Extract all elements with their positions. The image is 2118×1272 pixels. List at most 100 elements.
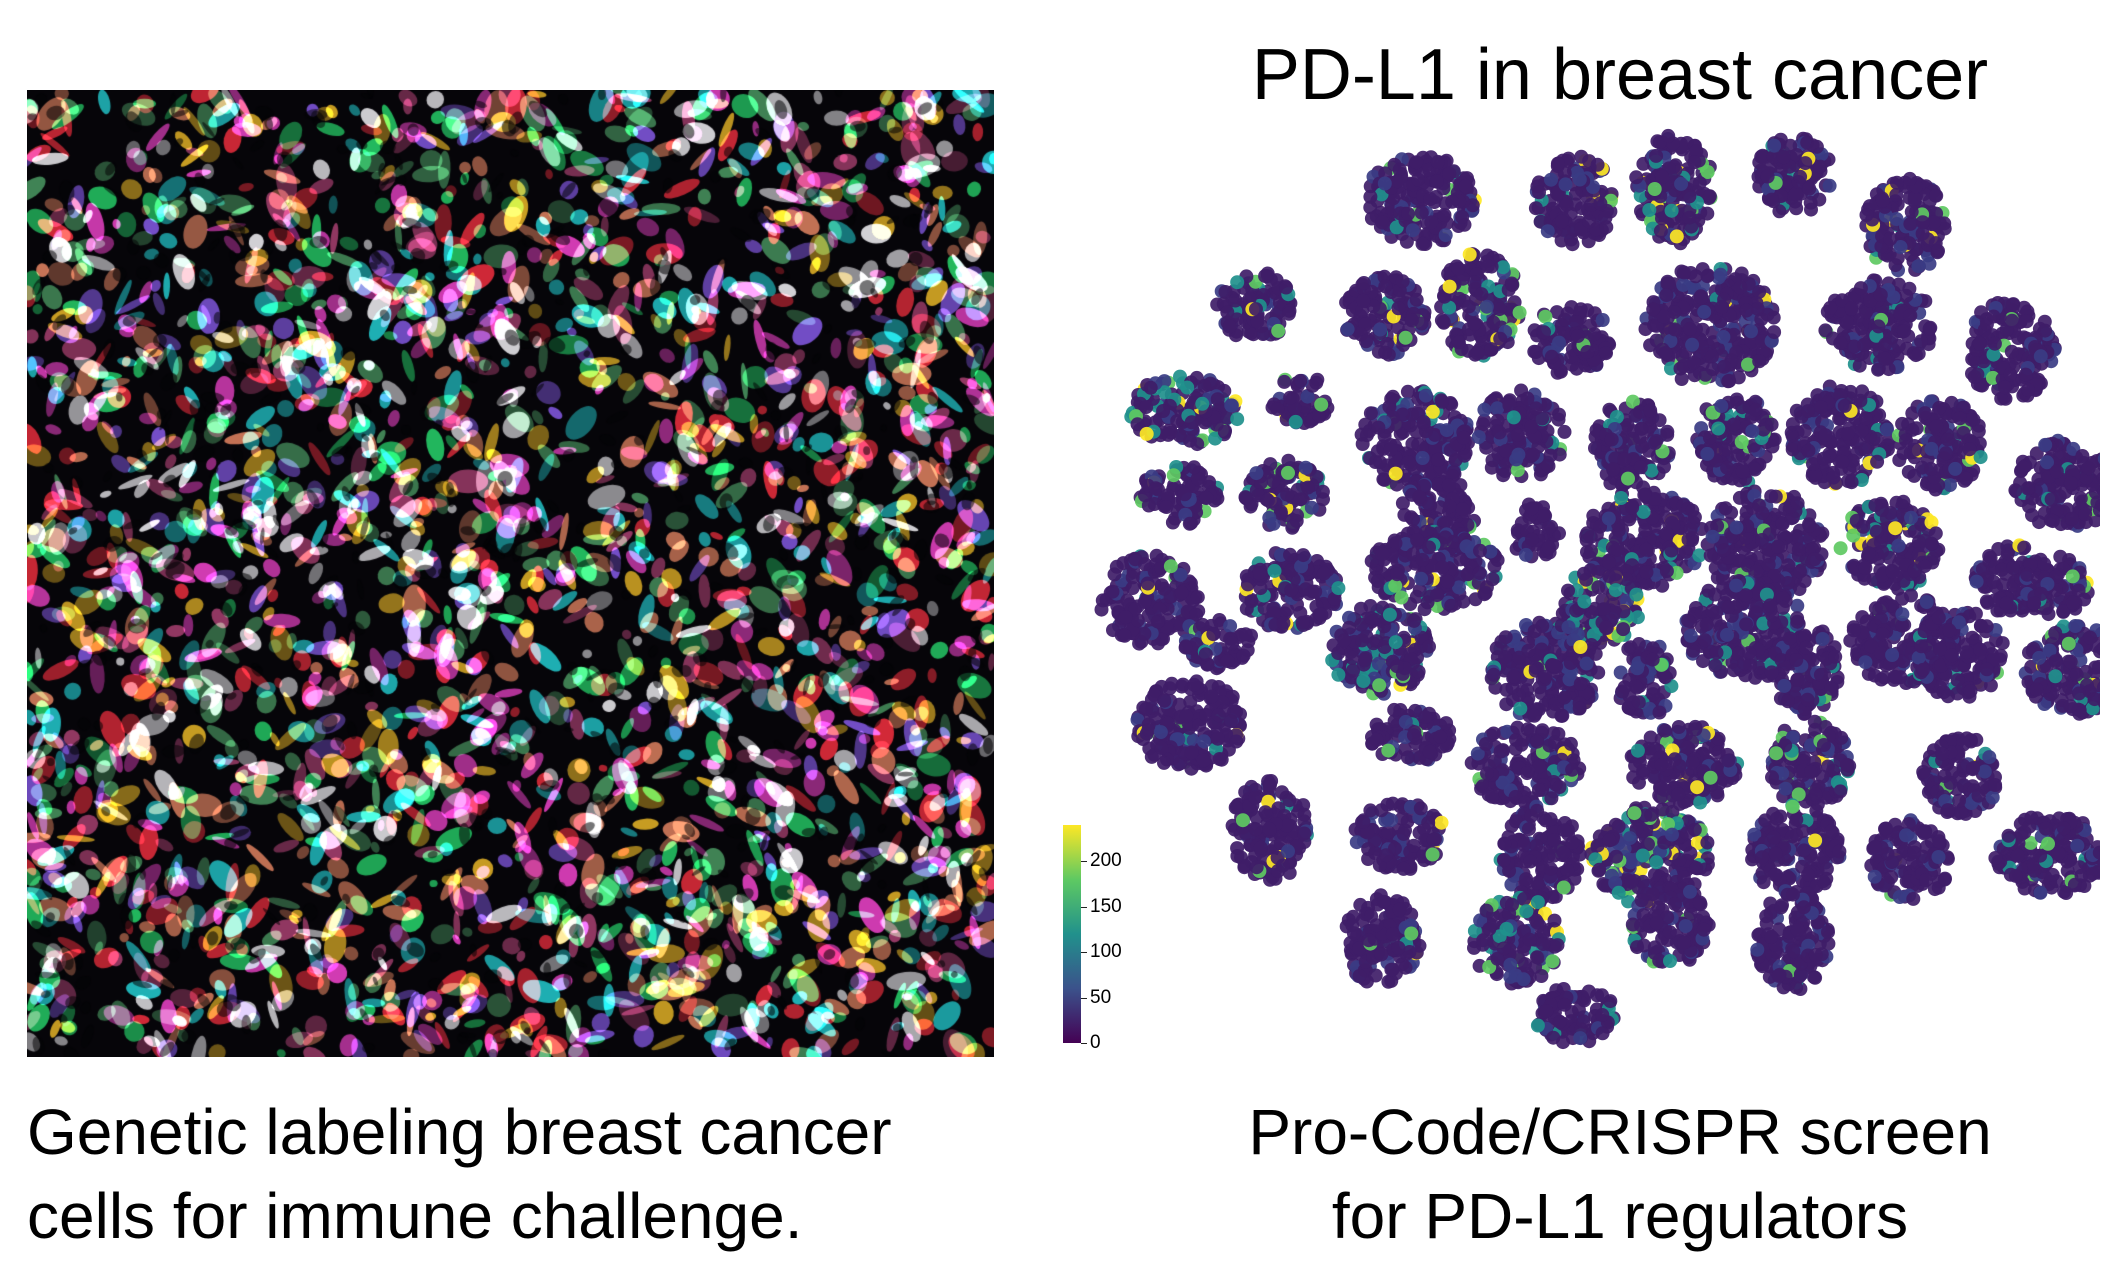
tsne-point [1907,191,1922,206]
tsne-point [1659,564,1674,579]
tsne-point [1095,593,1110,608]
tsne-point [1751,498,1766,513]
left-caption-line-2: cells for immune challenge. [27,1180,803,1252]
tsne-point [1141,498,1156,513]
tsne-point [1907,563,1922,578]
tsne-point [1429,174,1444,189]
tsne-point [1708,658,1723,673]
tsne-point [1412,490,1427,505]
tsne-point [1643,403,1658,418]
tsne-point [1802,518,1817,533]
tsne-point [1148,481,1163,496]
tsne-point [1424,215,1439,230]
tsne-point [1550,156,1565,171]
tsne-point [1991,542,2006,556]
tsne-point [1604,432,1619,447]
tsne-point [1948,461,1963,476]
tsne-point [1813,159,1828,174]
tsne-point [1972,336,1987,351]
tsne-point [1797,423,1812,438]
tsne-point [1199,491,1214,506]
tsne-point [1409,155,1424,170]
tsne-point [1629,587,1644,602]
tsne-point [1975,562,1990,577]
tsne-point [1270,402,1285,416]
tsne-point [1356,276,1371,290]
tsne-point [1304,500,1319,515]
tsne-point [1438,228,1453,243]
tsne-point [2025,508,2039,523]
tsne-point [1230,412,1245,427]
tsne-point [1314,607,1329,622]
tsne-point [1434,313,1449,328]
tsne-point [1416,415,1431,429]
tsne-cluster [1339,269,1432,362]
tsne-cluster [1588,394,1676,495]
tsne-point [1526,447,1540,462]
tsne-point [1579,572,1594,587]
tsne-cluster [1818,273,1938,377]
tsne-point [1747,462,1762,477]
tsne-point [1940,432,1955,447]
tsne-point [1492,425,1507,440]
tsne-point [1657,459,1671,474]
tsne-point [1377,176,1392,191]
tsne-point [1699,617,1714,632]
tsne-point [1244,594,1259,609]
tsne-point [1262,510,1277,525]
tsne-point [1451,261,1466,276]
tsne-point [1911,346,1926,361]
tsne-point [1415,451,1430,465]
tsne-point [1372,455,1387,470]
tsne-point [1987,336,2002,351]
left-caption: Genetic labeling breast cancer cells for… [0,1090,1020,1258]
tsne-point [1962,442,1977,457]
tsne-point [1430,154,1445,169]
tsne-point [1720,460,1735,475]
tsne-point [1745,424,1760,439]
tsne-point [1210,392,1225,407]
left-caption-line-1: Genetic labeling breast cancer [27,1096,892,1168]
tsne-point [2065,511,2079,526]
tsne-point [1128,552,1143,567]
tsne-point [2038,323,2053,338]
tsne-point [1700,446,1715,461]
tsne-point [1512,305,1527,320]
tsne-point [1467,275,1482,290]
tsne-point [1217,424,1232,439]
tsne-point [1437,208,1452,222]
tsne-point [1459,539,1474,554]
tsne-point [1451,335,1466,350]
tsne-point [1608,583,1623,598]
tsne-point [1763,598,1778,613]
tsne-point [1781,175,1796,190]
tsne-point [1733,280,1748,295]
tsne-point [1253,581,1268,596]
tsne-point [1378,279,1393,294]
tsne-point [1967,370,1982,384]
tsne-cluster [1471,383,1572,484]
tsne-point [2078,507,2093,522]
tsne-point [1423,192,1438,206]
tsne-point [1490,401,1505,416]
tsne-point [1903,216,1918,231]
tsne-point [1520,391,1535,406]
tsne-point [1431,452,1445,467]
tsne-point [1583,530,1598,545]
tsne-point [1606,462,1621,477]
tsne-cluster [1965,296,2062,406]
tsne-point [1714,299,1729,314]
tsne-point [1647,182,1662,196]
tsne-point [1439,423,1454,438]
tsne-point [1496,468,1511,483]
tsne-point [1633,460,1648,475]
tsne-point [1818,323,1833,338]
tsne-point [1629,170,1644,185]
tsne-point [1283,390,1298,405]
tsne-point [1300,480,1315,495]
tsne-point [1659,526,1674,541]
tsne-point [1880,422,1894,437]
tsne-point [1590,157,1605,172]
tsne-point [1661,128,1676,143]
tsne-point [1823,300,1838,315]
